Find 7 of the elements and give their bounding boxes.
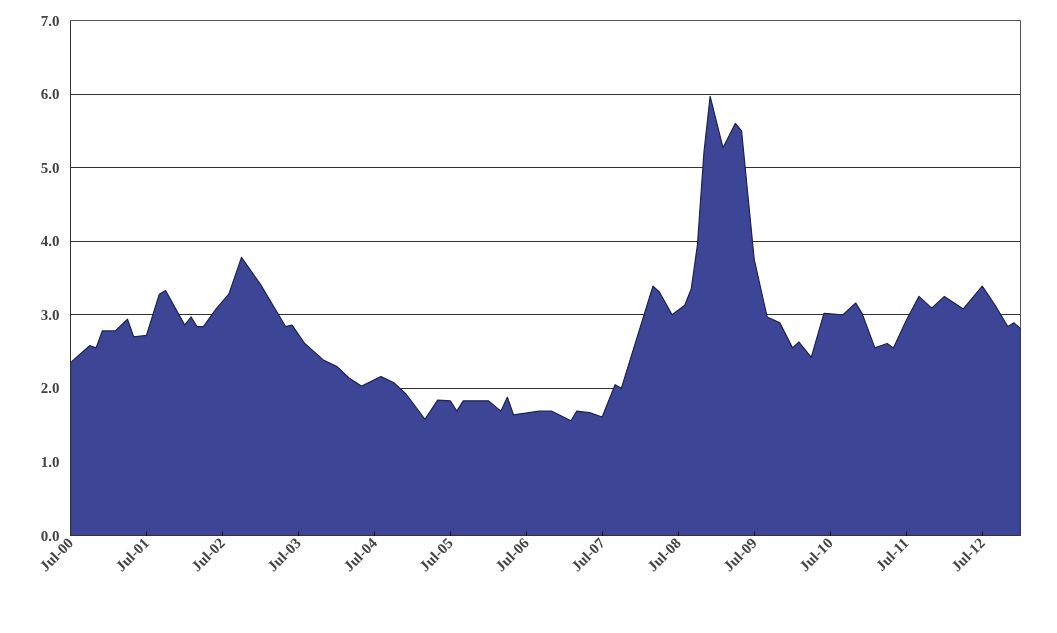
y-tick-label: 2.0 — [40, 380, 60, 397]
y-tick-label: 1.0 — [40, 453, 60, 470]
y-tick-label: 3.0 — [40, 306, 60, 323]
y-tick-label: 4.0 — [40, 233, 60, 250]
y-tick-label: 5.0 — [40, 159, 60, 176]
y-tick-label: 7.0 — [40, 12, 60, 29]
y-tick-label: 6.0 — [40, 86, 60, 103]
